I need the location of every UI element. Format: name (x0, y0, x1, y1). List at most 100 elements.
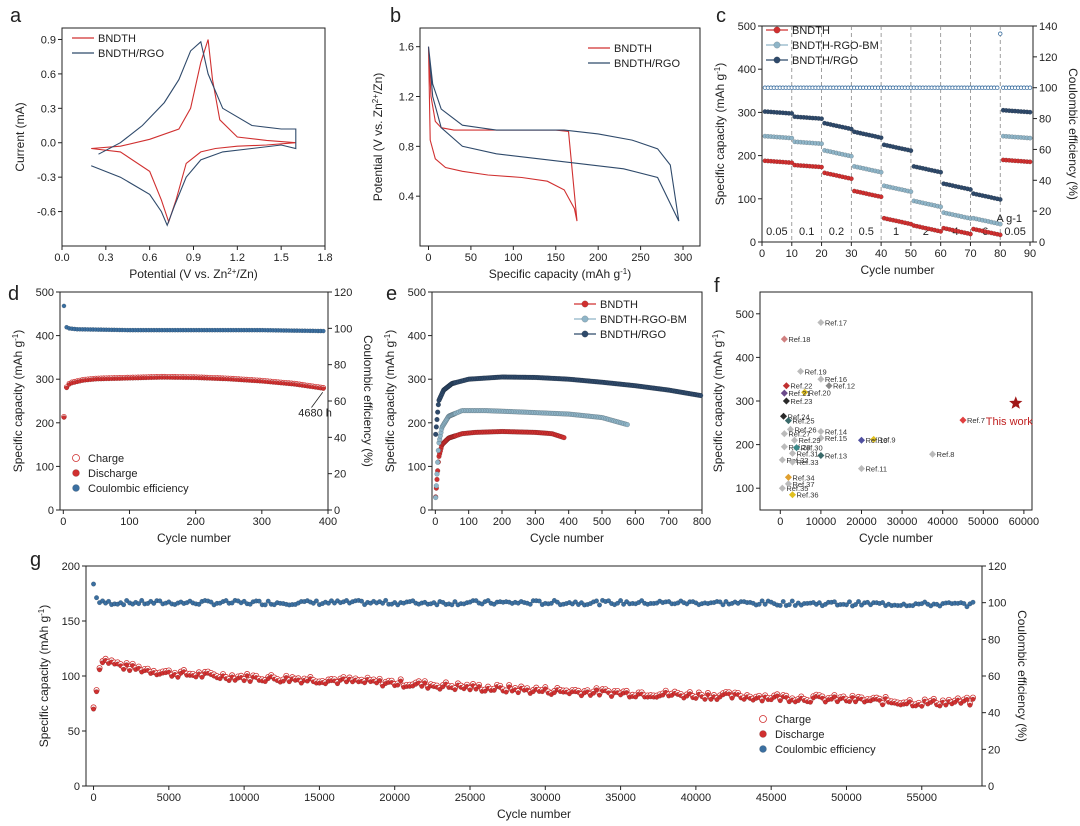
label-part: -1 (620, 267, 628, 276)
ref-point (782, 382, 790, 390)
x-tick-label: 200 (589, 252, 607, 264)
label-part: ) (11, 330, 25, 334)
ref-point (780, 335, 788, 343)
x-tick-label: 800 (693, 516, 711, 528)
ref-label: Ref.33 (796, 458, 818, 467)
y-right-tick-label: 60 (1039, 144, 1051, 156)
y-axis-label: Specific capacity (mAh g-1) (711, 330, 726, 473)
x-tick-label: 0.9 (186, 252, 201, 264)
y-right-tick-label: 120 (334, 287, 352, 299)
discharge-point (419, 683, 425, 689)
y-tick-label: 0.4 (399, 191, 414, 203)
x-tick-label: 40000 (681, 792, 712, 804)
ref-point (857, 436, 866, 444)
discharge-point (175, 674, 181, 680)
capacity-point (789, 160, 795, 166)
discharge-point (280, 678, 286, 684)
ref-label: Ref.21 (788, 389, 810, 398)
label-part: Specific capacity (mAh g (713, 74, 727, 205)
legend-marker (72, 469, 80, 477)
discharge-point (539, 689, 545, 695)
legend-marker (581, 330, 589, 338)
discharge-point (97, 667, 103, 673)
ref-label: Ref.30 (801, 444, 823, 453)
ce-point (846, 599, 852, 605)
x-tick-label: 20000 (846, 516, 877, 528)
ce-point (321, 328, 326, 334)
capacity-point (908, 189, 914, 195)
y-tick-label: 0.9 (41, 34, 56, 46)
ref-point (786, 425, 794, 433)
ce-point (639, 598, 645, 604)
discharge-point (714, 697, 720, 703)
y-right-tick-label: 100 (988, 598, 1006, 610)
discharge-point (660, 692, 666, 698)
y-tick-label: 0 (74, 781, 80, 793)
x-tick-label: 60 (935, 248, 947, 260)
this-work-star (1009, 396, 1023, 409)
ce-point (597, 602, 603, 608)
y-tick-label: 300 (736, 396, 754, 408)
panel-letter-b: b (390, 5, 401, 27)
legend-marker (759, 715, 767, 723)
ref-point (797, 367, 805, 375)
ce-point (843, 602, 849, 608)
ce-point (485, 598, 491, 604)
label-part: /Zn) (236, 267, 257, 281)
discharge-point (199, 674, 205, 680)
y-right-tick-label: 40 (1039, 175, 1051, 187)
legend-label: BNDTH/RGO (600, 329, 666, 341)
discharge-point (395, 682, 401, 688)
capacity-point (435, 402, 441, 408)
label-part: ) (383, 330, 397, 334)
discharge-point (362, 680, 368, 686)
y-right-axis-label: Coulombic efficiency (%) (1015, 610, 1029, 742)
y-tick-label: 100 (62, 671, 80, 683)
ce-point (780, 599, 786, 605)
rate-label: 0.05 (766, 226, 787, 238)
capacity-point (1027, 135, 1033, 141)
ref-point (780, 389, 788, 397)
panel-a: 0.0 0.3 0.6 0.9 1.2 1.5 1.8 -0.6 -0.3 0.0 0.3 0.6 0.… (13, 27, 333, 281)
ce-point (961, 600, 967, 606)
ce-point (151, 600, 157, 606)
x-tick-label: 50 (465, 252, 477, 264)
ref-label: Ref.17 (825, 319, 847, 328)
y-tick-label: 0 (420, 505, 426, 517)
y-right-tick-label: 80 (334, 360, 346, 372)
capacity-point (848, 126, 854, 132)
x-tick-label: 600 (626, 516, 644, 528)
label-part: ) (37, 605, 51, 609)
label-part: ) (711, 330, 725, 334)
legend-label: BNDTH (792, 25, 830, 37)
ref-label: Ref.8 (937, 450, 955, 459)
y-tick-label: 300 (408, 374, 426, 386)
ref-label: Ref.24 (788, 412, 810, 421)
x-tick-label: 5000 (157, 792, 181, 804)
label-part: Current (mA) (13, 102, 27, 171)
legend-marker (773, 26, 781, 34)
discharge-point (777, 698, 783, 704)
legend-label: BNDTH-RGO-BM (792, 40, 879, 52)
discharge-point (64, 385, 69, 391)
legend-marker (759, 745, 767, 753)
capacity-point (968, 187, 973, 192)
ce-point (121, 602, 127, 608)
ref-point (857, 465, 866, 473)
x-tick-label: 0.0 (54, 252, 69, 264)
x-axis-label: Cycle number (860, 263, 934, 277)
ce-point (621, 601, 627, 607)
rate-label: 0.2 (829, 226, 844, 238)
discharge-point (94, 689, 100, 695)
y-tick-label: 200 (36, 418, 54, 430)
discharge-point (241, 678, 247, 684)
ce-point (777, 602, 783, 608)
x-tick-label: 70 (964, 248, 976, 260)
capacity-point (433, 431, 439, 437)
legend-label: BNDTH (600, 299, 638, 311)
plot-frame (419, 27, 701, 247)
panel-letter-c: c (716, 5, 726, 27)
capacity-point (433, 424, 439, 430)
y-right-tick-label: 100 (334, 323, 352, 335)
ce-point (139, 597, 145, 603)
